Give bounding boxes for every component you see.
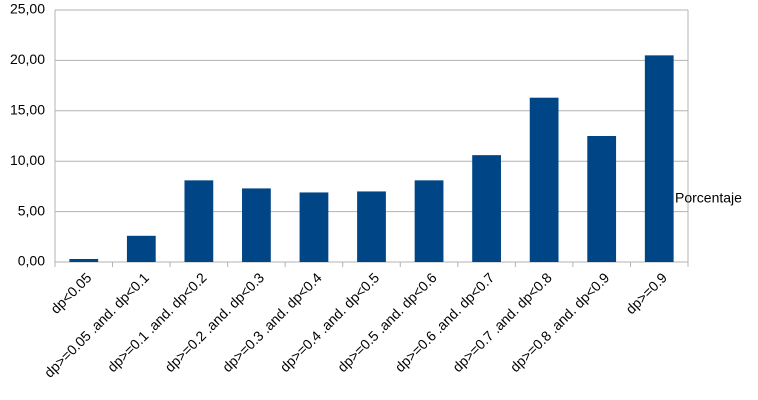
y-tick-label: 25,00 bbox=[10, 1, 45, 17]
bar bbox=[472, 155, 501, 262]
y-tick-label: 5,00 bbox=[18, 202, 45, 218]
y-tick-label: 0,00 bbox=[18, 253, 45, 269]
bar bbox=[414, 180, 444, 262]
bar bbox=[529, 97, 559, 262]
x-tick-label: dp>=0.1 .and. dp<0.2 bbox=[104, 269, 210, 375]
bar bbox=[587, 136, 617, 262]
bar bbox=[357, 191, 386, 262]
x-tick-label: dp>=0.9 bbox=[622, 269, 670, 317]
x-tick-label: dp>=0.3 .and. dp<0.4 bbox=[219, 269, 325, 375]
legend-label: Porcentaje bbox=[675, 190, 742, 206]
x-tick-label: dp>=0.8 .and. dp<0.9 bbox=[507, 269, 613, 375]
bar bbox=[184, 180, 214, 262]
x-tick-label: dp>=0.6 .and. dp<0.7 bbox=[392, 269, 498, 375]
bar bbox=[644, 55, 674, 262]
x-tick-label: dp>=0.05 .and. dp<0.1 bbox=[41, 269, 152, 380]
bar bbox=[299, 192, 329, 262]
x-tick-label: dp>=0.5 .and. dp<0.6 bbox=[334, 269, 440, 375]
y-tick-label: 20,00 bbox=[10, 51, 45, 67]
bar bbox=[126, 235, 156, 262]
x-tick-label: dp<0.05 bbox=[47, 269, 95, 317]
bar bbox=[242, 188, 271, 262]
y-tick-label: 10,00 bbox=[10, 152, 45, 168]
x-tick-label: dp>=0.2 .and. dp<0.3 bbox=[161, 269, 267, 375]
y-tick-label: 15,00 bbox=[10, 102, 45, 118]
bar bbox=[69, 258, 99, 262]
x-tick-label: dp>=0.4 .and. dp<0.5 bbox=[277, 269, 383, 375]
x-tick-label: dp>=0.7 .and. dp<0.8 bbox=[449, 269, 555, 375]
